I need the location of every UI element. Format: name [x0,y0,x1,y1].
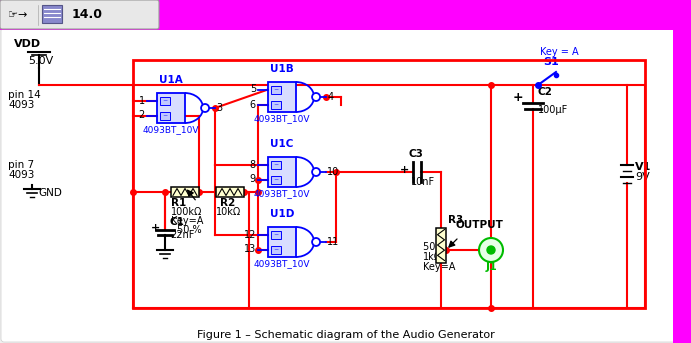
Text: R2: R2 [220,198,235,208]
Text: 22nF: 22nF [170,230,194,240]
Bar [271,85,281,94]
Text: U1D: U1D [269,209,294,219]
Text: 8: 8 [250,159,256,169]
Bar [271,161,281,168]
FancyBboxPatch shape [1,28,690,342]
Text: C3: C3 [409,149,424,159]
Circle shape [312,238,320,246]
Bar [271,176,281,184]
Circle shape [312,93,320,101]
Text: U1C: U1C [270,139,294,149]
Text: 50 %: 50 % [177,225,202,235]
Text: 2: 2 [139,110,145,120]
Text: 4093BT_10V: 4093BT_10V [142,125,199,134]
Text: 5.0V: 5.0V [28,56,53,66]
Text: 4093BT_10V: 4093BT_10V [254,259,310,268]
Bar [160,96,170,105]
Bar [268,82,296,112]
Text: pin 14: pin 14 [8,90,41,100]
Text: V1: V1 [635,162,652,172]
Text: ~: ~ [274,177,278,182]
Text: 3: 3 [216,103,223,113]
Bar [157,93,184,123]
Bar [268,227,296,257]
Text: 4093: 4093 [8,170,35,180]
Bar [171,187,199,197]
Bar [268,157,296,187]
Text: 10kΩ: 10kΩ [216,207,241,217]
Text: 12: 12 [244,229,256,239]
Bar [0,0,691,30]
Text: Key=A: Key=A [423,262,455,272]
Text: pin 7: pin 7 [8,160,34,170]
Text: +: + [151,223,160,233]
Text: ~: ~ [274,232,278,237]
Text: Key=A: Key=A [171,216,203,226]
Text: 4093BT_10V: 4093BT_10V [254,114,310,123]
Text: S1: S1 [543,57,559,67]
Text: 9: 9 [250,175,256,185]
Text: OUTPUT: OUTPUT [456,220,504,230]
Text: VDD: VDD [14,39,41,49]
Bar [271,230,281,238]
Text: ~: ~ [274,247,278,252]
Text: 4093: 4093 [8,100,35,110]
Text: Figure 1 – Schematic diagram of the Audio Generator: Figure 1 – Schematic diagram of the Audi… [197,330,494,340]
Text: 13: 13 [244,245,256,255]
Text: U1B: U1B [270,64,294,74]
Text: ~: ~ [162,98,168,103]
Text: C1: C1 [170,217,185,227]
Bar [133,60,645,308]
Bar [673,0,691,343]
Text: J1: J1 [486,262,498,272]
Circle shape [487,246,495,254]
Text: R3: R3 [448,215,463,225]
Text: ~: ~ [274,87,278,92]
Text: 1kΩ: 1kΩ [423,252,442,262]
Bar [216,187,244,197]
FancyBboxPatch shape [0,0,159,29]
Text: 14.0: 14.0 [72,8,103,21]
Text: Key = A: Key = A [540,47,578,57]
Text: +: + [513,91,524,104]
Text: 4: 4 [327,92,333,102]
Text: ~: ~ [274,102,278,107]
Bar [436,227,446,262]
FancyBboxPatch shape [42,5,62,23]
Text: GND: GND [38,188,62,198]
Bar [271,100,281,108]
Circle shape [479,238,503,262]
Bar [271,246,281,253]
Text: ☞→: ☞→ [8,10,28,20]
Circle shape [312,168,320,176]
Text: 50 %: 50 % [423,242,448,252]
Text: 9V: 9V [635,172,650,182]
Bar [160,111,170,119]
Text: 6: 6 [250,99,256,109]
Text: 5: 5 [249,84,256,95]
Text: 4093BT_10V: 4093BT_10V [254,189,310,198]
Text: C2: C2 [538,87,553,97]
Text: ~: ~ [274,162,278,167]
Text: 10: 10 [327,167,339,177]
Text: +: + [400,165,409,175]
Text: 100µF: 100µF [538,105,568,115]
Text: 100kΩ: 100kΩ [171,207,202,217]
Text: 10nF: 10nF [411,177,435,187]
Text: R1: R1 [171,198,187,208]
Text: 11: 11 [327,237,339,247]
Text: 1: 1 [139,95,145,106]
Text: U1A: U1A [159,75,183,85]
Text: ~: ~ [162,113,168,118]
Circle shape [201,104,209,112]
